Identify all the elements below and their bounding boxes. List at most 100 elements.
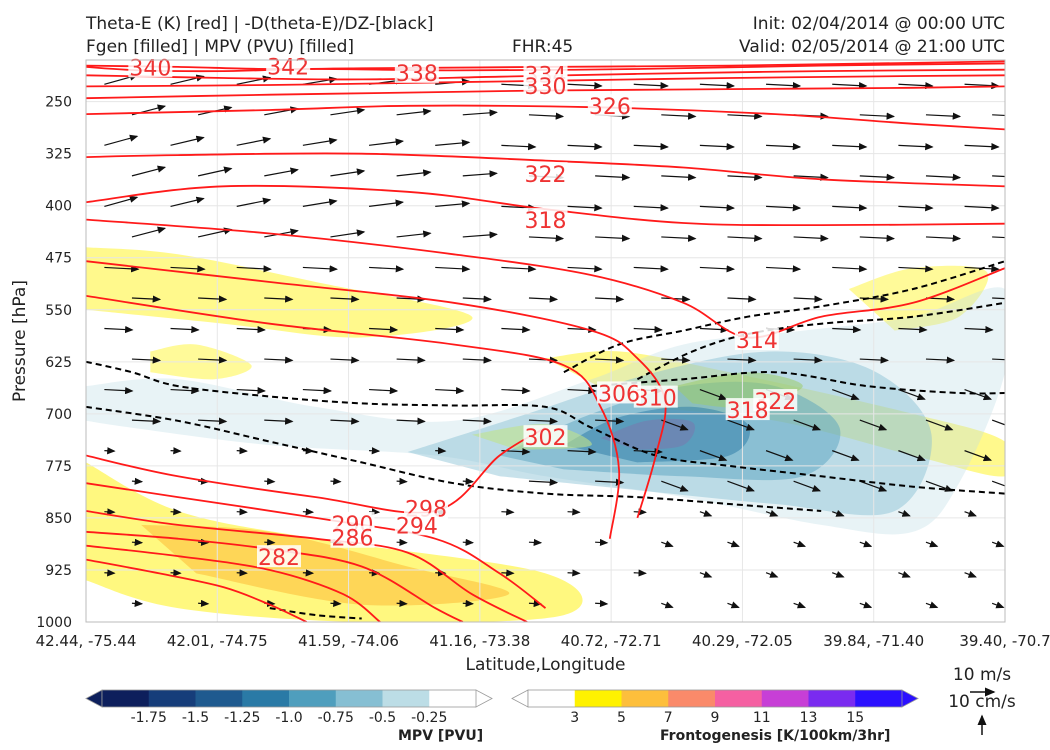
wind-arrow (992, 236, 1005, 239)
wind-arrow (501, 387, 531, 395)
valid-time: Valid: 02/05/2014 @ 21:00 UTC (739, 37, 1005, 57)
mpv-core (600, 418, 696, 450)
wind-arrow (992, 358, 1005, 361)
theta-e-label-bg (128, 55, 173, 78)
wind-arrow (859, 419, 888, 431)
wind-arrow (595, 599, 609, 608)
wind-arrow (330, 417, 360, 425)
theta-e-label: 322 (525, 163, 567, 188)
wind-arrow (170, 325, 200, 334)
y-tick-label: 325 (45, 147, 72, 163)
wind-arrow (501, 569, 515, 577)
plot-frame (85, 59, 1006, 623)
wind-arrow (236, 325, 266, 334)
wind-arrow (898, 509, 911, 517)
wind-arrow (765, 571, 779, 578)
wind-arrow (992, 114, 1005, 117)
wind-arrow (302, 198, 338, 207)
wind-ref-vertical-label: 10 cm/s (948, 692, 1016, 712)
x-tick-label: 42.44, -75.44 (36, 632, 137, 650)
wind-arrow (170, 387, 200, 395)
wind-arrow (462, 109, 498, 117)
wind-arrow (368, 138, 404, 146)
wind-arrow (859, 480, 888, 492)
wind-arrow (793, 234, 829, 242)
fgen-colorbar-swatch (528, 690, 576, 707)
mpv-colorbar-swatch (335, 690, 383, 707)
wind-arrow (369, 265, 405, 273)
wind-arrow (236, 197, 272, 207)
wind-arrow (170, 265, 206, 273)
wind-arrow (832, 389, 860, 401)
wind-arrow (964, 509, 977, 517)
wind-arrow (462, 295, 492, 303)
wind-arrow (727, 540, 740, 548)
theta-e-contour-314 (86, 218, 1005, 339)
fgen-colorbar-tick: 9 (711, 710, 720, 726)
theta-e-label-bg (633, 385, 678, 408)
wind-arrow (964, 389, 993, 401)
wind-arrow (264, 417, 294, 425)
wind-arrow (170, 508, 182, 516)
fgen-colorbar-title: Frontogenesis [K/100km/3hr] (660, 728, 891, 744)
wind-arrow (898, 265, 934, 273)
wind-arrow (859, 356, 889, 364)
wind-arrow (727, 295, 757, 303)
wind-arrow (727, 601, 740, 609)
wind-arrow (462, 477, 474, 485)
wind-arrow (633, 265, 669, 273)
wind-arrow (462, 231, 498, 239)
wind-arrow (131, 226, 167, 238)
wind-arrow (435, 200, 471, 208)
wind-arrow (104, 195, 139, 207)
wind-arrow (991, 601, 1005, 609)
wind-arrow (501, 325, 531, 334)
x-tick-label: 41.59, -74.06 (298, 632, 399, 650)
y-tick-label: 925 (45, 563, 72, 579)
wind-arrow (765, 509, 779, 517)
mpv-colorbar-tick: -1.25 (224, 710, 260, 726)
theta-e-label-bg (523, 74, 568, 97)
fgen-colorbar-swatch (668, 690, 716, 707)
wind-arrow (567, 387, 597, 395)
wind-arrow (766, 265, 802, 273)
wind-arrow (661, 419, 689, 431)
y-tick-label: 1000 (36, 615, 72, 631)
wind-arrow (528, 538, 543, 547)
wind-arrow (131, 599, 144, 608)
y-tick-label: 250 (45, 95, 72, 111)
wind-arrow (131, 165, 167, 177)
x-tick-label: 39.84, -71.40 (823, 632, 924, 650)
wind-arrow (435, 265, 471, 273)
stability-contour (636, 301, 1005, 381)
theta-e-label-bg (734, 328, 779, 350)
wind-arrow (832, 450, 860, 462)
x-axis-label: Latitude,Longitude (466, 655, 626, 675)
wind-arrow (462, 417, 492, 425)
theta-e-label: 314 (736, 329, 778, 354)
wind-arrow (528, 356, 559, 364)
wind-arrow (925, 601, 939, 609)
wind-arrow (104, 508, 116, 516)
wind-arrow (302, 387, 332, 395)
theta-e-contour-286 (86, 544, 381, 622)
wind-arrow (991, 419, 1005, 426)
wind-arrow (898, 389, 926, 401)
theta-e-label-bg (523, 162, 568, 185)
theta-e-contour-282 (86, 558, 307, 622)
wind-arrow (369, 387, 399, 395)
stability-contour (591, 371, 1005, 395)
mpv-colorbar-extend-left (85, 689, 103, 708)
wind-arrow (992, 175, 1005, 178)
y-axis-label: Pressure [hPa] (10, 280, 30, 402)
theta-e-label: 302 (525, 426, 567, 451)
wind-arrow (661, 480, 689, 492)
wind-arrow (528, 478, 559, 486)
wind-arrow (859, 173, 895, 181)
theta-e-label: 318 (727, 399, 769, 424)
wind-arrow (104, 325, 134, 334)
fgen-colorbar-swatch (808, 690, 856, 707)
wind-arrow (633, 143, 669, 151)
wind-arrow (727, 480, 755, 492)
wind-arrow (567, 448, 597, 456)
